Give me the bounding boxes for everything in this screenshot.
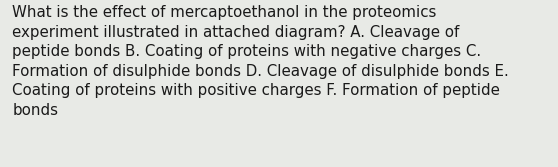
Text: What is the effect of mercaptoethanol in the proteomics
experiment illustrated i: What is the effect of mercaptoethanol in… bbox=[12, 5, 509, 118]
